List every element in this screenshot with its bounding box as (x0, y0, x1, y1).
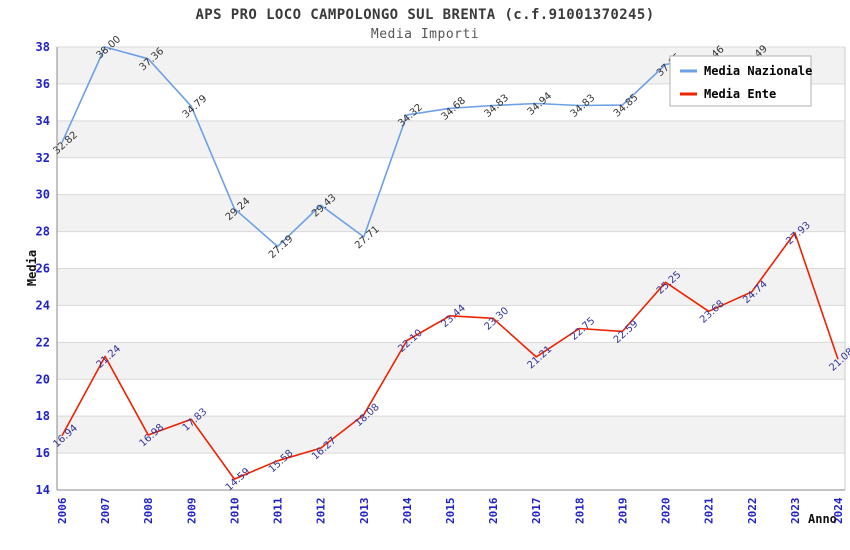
x-tick-label: 2023 (789, 498, 802, 525)
x-tick-label: 2020 (660, 498, 673, 525)
grid-band (57, 194, 845, 232)
value-label-nazionale: 34.83 (569, 93, 598, 120)
x-tick-label: 2021 (703, 497, 716, 524)
y-tick-label: 34 (36, 114, 50, 128)
y-tick-label: 14 (36, 483, 50, 497)
y-tick-label: 30 (36, 188, 50, 202)
x-tick-label: 2011 (272, 497, 285, 524)
x-tick-label: 2010 (228, 498, 241, 525)
y-tick-label: 38 (36, 40, 50, 54)
y-tick-label: 32 (36, 151, 50, 165)
y-tick-label: 24 (36, 298, 50, 312)
series-line-ente (61, 232, 839, 480)
x-tick-label: 2018 (573, 498, 586, 525)
x-tick-label: 2015 (444, 498, 457, 525)
y-tick-label: 26 (36, 262, 50, 276)
y-tick-label: 28 (36, 225, 50, 239)
value-label-ente: 22.59 (612, 318, 641, 345)
x-tick-label: 2014 (401, 497, 414, 524)
x-tick-label: 2022 (746, 498, 759, 525)
x-axis-title: Anno (808, 512, 837, 526)
x-tick-label: 2008 (142, 498, 155, 525)
y-tick-label: 36 (36, 77, 50, 91)
x-tick-label: 2007 (99, 498, 112, 525)
chart-subtitle: Media Importi (370, 27, 480, 42)
legend-box (669, 55, 812, 107)
x-tick-label: 2024 (832, 497, 845, 524)
y-axis-title: Media (25, 250, 39, 286)
y-tick-label: 22 (36, 335, 50, 349)
y-tick-label: 20 (36, 372, 50, 386)
grid-band (57, 268, 845, 306)
x-tick-label: 2019 (616, 498, 629, 525)
x-tick-label: 2009 (185, 498, 198, 525)
value-label-nazionale: 27.19 (267, 234, 296, 261)
y-tick-label: 16 (36, 446, 50, 460)
chart-title: APS PRO LOCO CAMPOLONGO SUL BRENTA (c.f.… (195, 7, 655, 23)
x-tick-label: 2016 (487, 497, 500, 524)
grid-band (57, 342, 845, 380)
grid-band (57, 416, 845, 454)
grid-band (57, 120, 845, 158)
x-tick-label: 2006 (56, 497, 69, 524)
x-tick-label: 2013 (358, 498, 371, 525)
x-tick-label: 2017 (530, 498, 543, 525)
series-line-nazionale (61, 46, 752, 248)
value-label-ente: 23.30 (482, 305, 511, 332)
y-tick-label: 18 (36, 409, 50, 423)
x-tick-label: 2012 (315, 498, 328, 525)
legend-label: Media Nazionale (704, 64, 812, 78)
legend-label: Media Ente (704, 87, 776, 101)
